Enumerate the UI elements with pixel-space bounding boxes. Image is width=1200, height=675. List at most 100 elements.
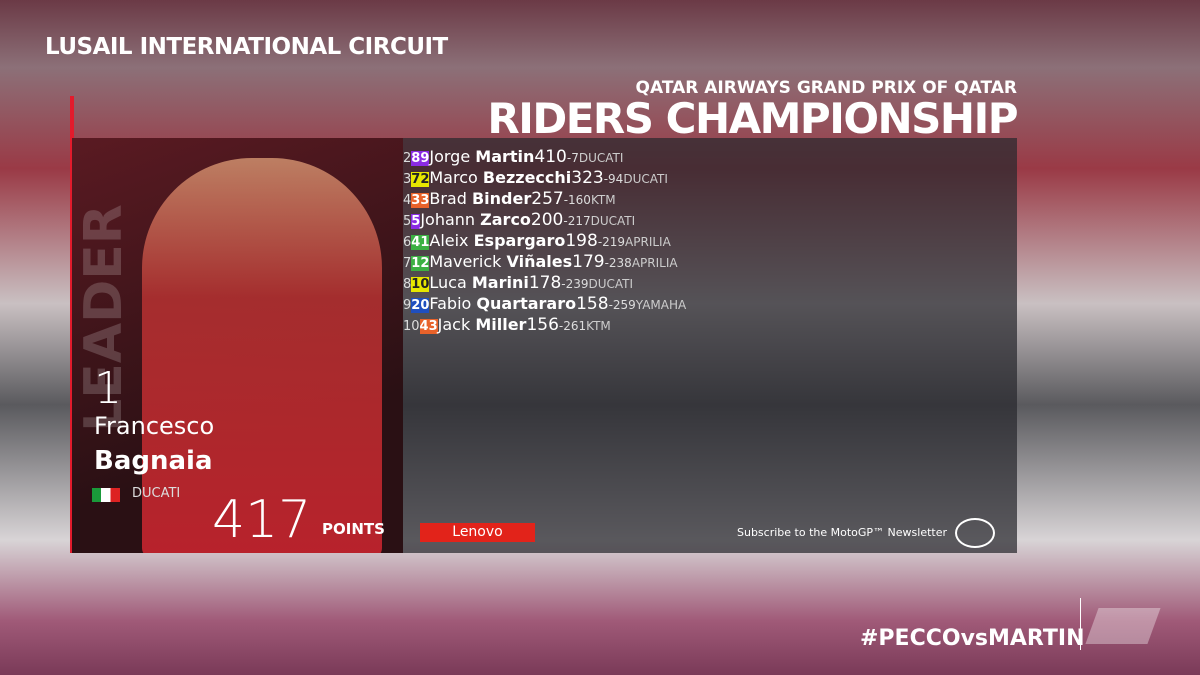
points: 323 [571, 168, 604, 188]
last-name: Martin [475, 147, 535, 166]
rider-name: Jack Miller [438, 315, 527, 334]
team: DUCATI [588, 277, 634, 291]
row: 712Maverick Viñales179-238APRILIA [403, 252, 1017, 273]
rider-name: Luca Marini [429, 273, 528, 292]
row: 810Luca Marini178-239DUCATI [403, 273, 1017, 294]
number-plate: 5 [411, 214, 421, 229]
gap: -160 [563, 193, 591, 207]
fim-logo [955, 518, 995, 548]
last-name: Quartararo [476, 294, 577, 313]
position: 8 [403, 277, 412, 292]
first-name: Luca [429, 273, 467, 292]
row: 433Brad Binder257-160KTM [403, 189, 1017, 210]
leader-position: 1 [94, 363, 122, 414]
last-name: Zarco [480, 210, 531, 229]
team: YAMAHA [635, 298, 687, 312]
last-name: Viñales [506, 252, 573, 271]
leader-panel: LEADER 1 Francesco Bagnaia DUCATI 417 PO… [72, 138, 403, 553]
row: 641Aleix Espargaro198-219APRILIA [403, 231, 1017, 252]
rider-name: Fabio Quartararo [429, 294, 576, 313]
row: 372Marco Bezzecchi323-94DUCATI [403, 168, 1017, 189]
gap: -217 [563, 214, 591, 228]
points: 257 [531, 189, 564, 209]
points: 178 [528, 273, 562, 293]
row: 1043Jack Miller156-261KTM [403, 315, 1017, 336]
last-name: Binder [471, 189, 532, 208]
position: 9 [403, 298, 412, 313]
position: 7 [403, 256, 412, 271]
last-name: Espargaro [473, 231, 566, 250]
points: 156 [526, 315, 559, 335]
rider-name: Jorge Martin [429, 147, 534, 166]
hashtag: #PECCOvsMARTIN [860, 626, 1085, 651]
rider-name: Johann Zarco [420, 210, 531, 229]
team: APRILIA [631, 256, 678, 270]
gap: -259 [608, 298, 636, 312]
team: KTM [586, 319, 611, 333]
motogp-logo [1085, 608, 1161, 644]
last-name: Miller [475, 315, 527, 334]
first-name: Jack [437, 315, 471, 334]
circuit: LUSAIL INTERNATIONAL CIRCUIT [45, 34, 448, 60]
team: KTM [590, 193, 616, 207]
points: 410 [534, 147, 567, 167]
gap: -238 [604, 256, 632, 270]
row: 920Fabio Quartararo158-259YAMAHA [403, 294, 1017, 315]
gap: -239 [561, 277, 589, 291]
number-plate: 72 [411, 172, 430, 187]
number-plate: 12 [411, 256, 430, 271]
position: 10 [403, 319, 420, 334]
sponsor: Lenovo [420, 523, 535, 542]
position: 4 [403, 193, 412, 208]
leader-team: DUCATI [132, 486, 181, 501]
row: 55Johann Zarco200-217DUCATI [403, 210, 1017, 231]
position: 5 [403, 214, 412, 229]
points: 200 [530, 210, 564, 230]
row: 289Jorge Martin410-7DUCATI [403, 147, 1017, 168]
divider [1080, 598, 1081, 650]
points: 198 [565, 231, 598, 251]
title: RIDERS CHAMPIONSHIP [487, 94, 1018, 143]
first-name: Fabio [429, 294, 472, 313]
leader-points: 417 [212, 490, 312, 550]
gap: -94 [603, 172, 624, 186]
first-name: Johann [420, 210, 476, 229]
gap: -219 [597, 235, 626, 249]
team: DUCATI [578, 151, 624, 165]
number-plate: 41 [411, 235, 430, 250]
rider-name: Maverick Viñales [429, 252, 572, 271]
team: DUCATI [590, 214, 636, 228]
rider-photo [142, 158, 382, 553]
first-name: Jorge [429, 147, 471, 166]
number-plate: 20 [411, 298, 430, 313]
points-label: POINTS [322, 520, 385, 538]
leader-first: Francesco [94, 412, 215, 440]
rider-name: Brad Binder [429, 189, 531, 208]
points: 179 [572, 252, 605, 272]
position: 6 [403, 235, 412, 250]
number-plate: 10 [411, 277, 430, 292]
team: DUCATI [623, 172, 668, 186]
position: 3 [403, 172, 412, 187]
last-name: Marini [471, 273, 529, 292]
number-plate: 89 [411, 151, 430, 166]
rider-name: Aleix Espargaro [429, 231, 565, 250]
first-name: Aleix [429, 231, 469, 250]
first-name: Marco [429, 168, 478, 187]
team: APRILIA [625, 235, 671, 249]
rider-name: Marco Bezzecchi [429, 168, 571, 187]
newsletter: Subscribe to the MotoGP™ Newsletter [737, 526, 948, 539]
rows: 289Jorge Martin410-7DUCATI 372Marco Bezze… [403, 147, 1017, 498]
flag [92, 488, 120, 502]
gap: -7 [566, 151, 579, 165]
gap: -261 [558, 319, 587, 333]
first-name: Maverick [429, 252, 502, 271]
points: 158 [576, 294, 609, 314]
last-name: Bezzecchi [482, 168, 572, 187]
position: 2 [403, 151, 412, 166]
first-name: Brad [429, 189, 467, 208]
leader-last: Bagnaia [94, 446, 213, 476]
event: QATAR AIRWAYS GRAND PRIX OF QATAR [635, 78, 1017, 98]
number-plate: 33 [411, 193, 430, 208]
number-plate: 43 [419, 319, 438, 334]
